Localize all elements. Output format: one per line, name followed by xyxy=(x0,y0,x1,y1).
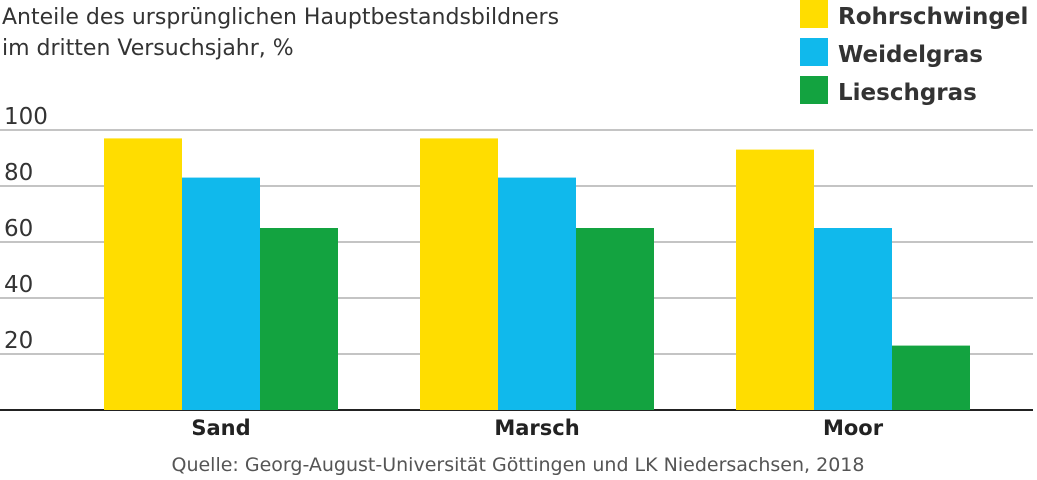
bar-sand-rohrschwingel xyxy=(104,138,182,410)
y-tick-label-20: 20 xyxy=(4,328,33,354)
legend-swatch-weidelgras xyxy=(800,38,828,66)
chart-title-line-2: im dritten Versuchsjahr, % xyxy=(2,36,294,61)
y-tick-label-60: 60 xyxy=(4,216,33,242)
bar-moor-lieschgras xyxy=(892,345,970,410)
bar-marsch-rohrschwingel xyxy=(420,138,498,410)
bar-sand-weidelgras xyxy=(182,177,260,410)
legend-swatch-rohrschwingel xyxy=(800,0,828,28)
chart-title: Anteile des ursprünglichen Hauptbestands… xyxy=(2,5,559,61)
bar-marsch-weidelgras xyxy=(498,177,576,410)
bar-sand-lieschgras xyxy=(260,228,338,410)
bar-marsch-lieschgras xyxy=(576,228,654,410)
category-label-marsch: Marsch xyxy=(494,416,579,440)
y-tick-label-40: 40 xyxy=(4,272,33,298)
category-label-moor: Moor xyxy=(823,416,884,440)
y-tick-labels: 20 40 60 80 100 xyxy=(4,104,48,354)
bars xyxy=(104,138,970,410)
legend-swatch-lieschgras xyxy=(800,76,828,104)
bar-moor-weidelgras xyxy=(814,228,892,410)
chart-title-line-1: Anteile des ursprünglichen Hauptbestands… xyxy=(2,5,559,30)
legend-label-lieschgras: Lieschgras xyxy=(838,80,977,106)
y-tick-label-100: 100 xyxy=(4,104,48,130)
source-note: Quelle: Georg-August-Universität Götting… xyxy=(172,454,865,476)
category-labels: Sand Marsch Moor xyxy=(191,416,883,440)
category-label-sand: Sand xyxy=(191,416,250,440)
legend-label-weidelgras: Weidelgras xyxy=(838,42,983,68)
legend-label-rohrschwingel: Rohrschwingel xyxy=(838,4,1028,30)
y-tick-label-80: 80 xyxy=(4,160,33,186)
legend: Rohrschwingel Weidelgras Lieschgras xyxy=(800,0,1028,106)
bar-moor-rohrschwingel xyxy=(736,149,814,410)
